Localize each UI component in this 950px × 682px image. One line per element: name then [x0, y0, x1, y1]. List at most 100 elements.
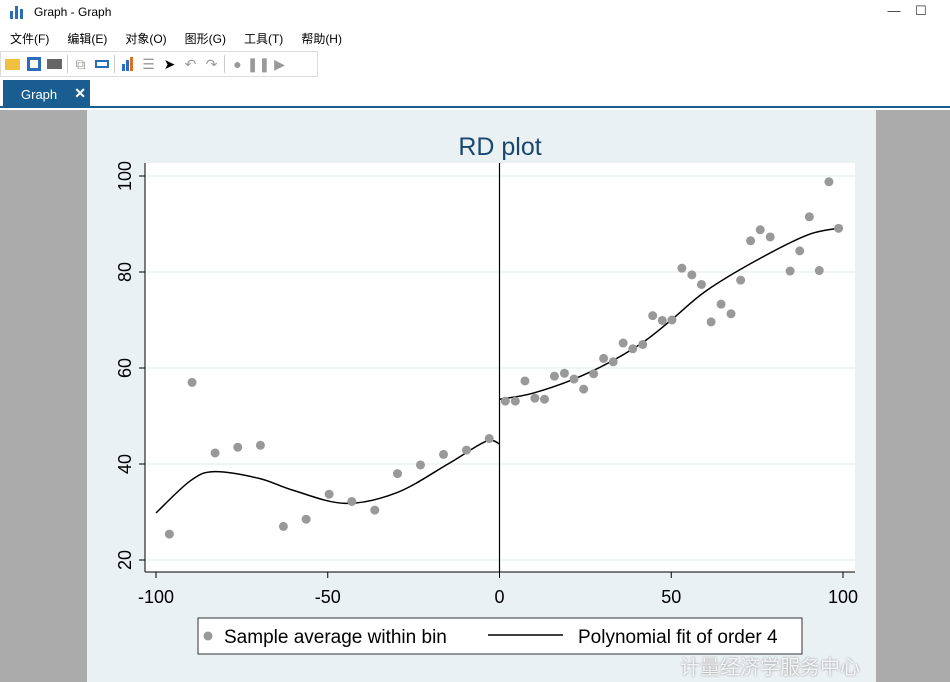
menu-file[interactable]: 文件(F): [10, 31, 50, 46]
menu-tools[interactable]: 工具(T): [243, 31, 284, 46]
menu-edit[interactable]: 编辑(E): [67, 31, 108, 46]
bin-average-point: [530, 393, 540, 403]
data-editor-icon[interactable]: ☰: [142, 55, 155, 72]
graph-area: RD plot 20 40 60 80 100 -100 -50 0 50 100 Sample …: [87, 110, 876, 682]
bin-average-point: [618, 338, 628, 348]
bin-average-point: [462, 445, 472, 455]
bin-average-point: [726, 309, 736, 319]
bin-average-point: [439, 449, 449, 459]
bin-average-point: [415, 460, 425, 470]
toolbar-separator: [114, 55, 115, 73]
bin-average-point: [608, 357, 618, 367]
bin-average-point: [589, 369, 599, 379]
tab-graph[interactable]: Graph ✕: [3, 80, 90, 108]
minimize-button[interactable]: —: [887, 3, 901, 18]
y-tick-label: 60: [115, 358, 135, 378]
bin-average-point: [736, 275, 746, 285]
bin-average-point: [785, 266, 795, 276]
bin-average-point: [765, 232, 775, 242]
redo-icon[interactable]: ↷: [205, 55, 218, 72]
bin-average-point: [804, 212, 814, 222]
toolbar-separator: [67, 55, 68, 73]
bin-average-point: [278, 521, 288, 531]
bin-average-point: [324, 489, 334, 499]
bin-average-point: [667, 315, 677, 325]
undo-icon[interactable]: ↶: [184, 55, 197, 72]
bin-average-point: [210, 448, 220, 458]
bin-average-point: [599, 353, 609, 363]
play-icon[interactable]: ▶: [274, 55, 285, 72]
maximize-button[interactable]: ☐: [915, 3, 927, 18]
bin-average-point: [628, 344, 638, 354]
pause-icon[interactable]: ❚❚: [246, 55, 271, 72]
rd-plot-chart: RD plot 20 40 60 80 100 -100 -50 0 50 100 Sample …: [115, 133, 858, 655]
rename-icon[interactable]: [93, 56, 110, 73]
bin-average-point: [549, 371, 559, 381]
y-tick-label: 20: [115, 550, 135, 570]
bin-average-point: [579, 384, 589, 394]
bin-average-point: [687, 270, 697, 280]
toolbar: ⧉ ☰ ➤ ↶ ↷ ● ❚❚ ▶: [0, 51, 318, 77]
legend-label-fit: Polynomial fit of order 4: [578, 627, 778, 648]
record-icon[interactable]: ●: [233, 56, 242, 72]
bin-average-point: [824, 177, 834, 187]
bin-average-point: [370, 505, 380, 515]
bin-average-point: [187, 377, 197, 387]
watermark: 计量经济学服务中心: [680, 657, 860, 679]
x-tick-label: -100: [138, 587, 174, 607]
bin-average-point: [520, 376, 530, 386]
menu-help[interactable]: 帮助(H): [301, 31, 342, 46]
graph-editor-icon[interactable]: [119, 56, 136, 73]
bin-average-point: [392, 469, 402, 479]
bin-average-point: [638, 339, 648, 349]
x-tick-label: 50: [661, 587, 681, 607]
bin-average-point: [795, 246, 805, 256]
x-tick-label: 0: [494, 587, 504, 607]
close-tab-icon[interactable]: ✕: [74, 85, 86, 101]
bin-average-point: [696, 279, 706, 289]
menu-object[interactable]: 对象(O): [125, 31, 167, 46]
legend: Sample average within bin Polynomial fit…: [197, 617, 803, 655]
tab-label: Graph: [21, 86, 58, 102]
copy-icon[interactable]: ⧉: [75, 55, 86, 72]
toolbar-separator: [224, 55, 225, 73]
legend-label-points: Sample average within bin: [224, 627, 447, 648]
save-icon[interactable]: [25, 56, 42, 73]
graph-canvas: RD plot 20 40 60 80 100 -100 -50 0 50 100 Sample …: [0, 110, 950, 682]
bin-average-point: [484, 434, 494, 444]
bin-average-point: [500, 396, 510, 406]
bin-average-point: [347, 496, 357, 506]
x-tick-label: -50: [315, 587, 341, 607]
bin-average-point: [255, 440, 265, 450]
legend-marker-points: [203, 631, 213, 641]
bin-average-point: [657, 315, 667, 325]
stata-logo-icon: [10, 5, 24, 19]
tab-bar: Graph ✕: [0, 80, 950, 108]
bin-average-point: [164, 529, 174, 539]
y-tick-label: 100: [115, 161, 135, 191]
bin-average-point: [569, 374, 579, 384]
bin-average-point: [746, 236, 756, 246]
bin-average-point: [301, 514, 311, 524]
bin-average-point: [814, 266, 824, 276]
bin-average-point: [539, 394, 549, 404]
bin-average-point: [755, 225, 765, 235]
pointer-icon[interactable]: ➤: [163, 55, 176, 72]
bin-average-point: [716, 299, 726, 309]
y-tick-label: 80: [115, 262, 135, 282]
menu-bar: 文件(F) 编辑(E) 对象(O) 图形(G) 工具(T) 帮助(H): [0, 26, 350, 50]
open-icon[interactable]: [4, 56, 21, 73]
title-bar: Graph - Graph — ☐: [0, 0, 950, 24]
chart-title: RD plot: [458, 133, 541, 161]
x-tick-label: 100: [828, 587, 858, 607]
bin-average-point: [559, 368, 569, 378]
menu-graph[interactable]: 图形(G): [184, 31, 226, 46]
bin-average-point: [233, 442, 243, 452]
bin-average-point: [706, 317, 716, 327]
y-tick-label: 40: [115, 454, 135, 474]
bin-average-point: [510, 396, 520, 406]
print-icon[interactable]: [46, 56, 63, 73]
bin-average-point: [677, 263, 687, 273]
window-title: Graph - Graph: [34, 5, 112, 19]
bin-average-point: [834, 223, 844, 233]
